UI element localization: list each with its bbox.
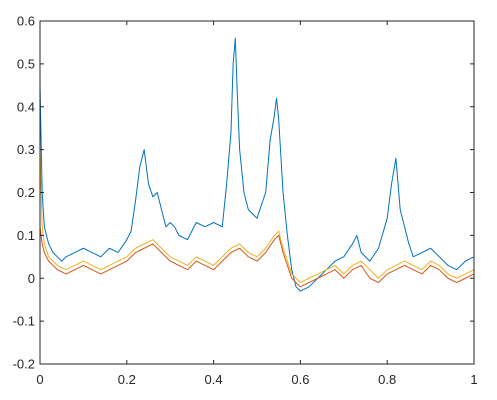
x-tick-label: 1 bbox=[470, 372, 477, 387]
plot-background bbox=[40, 21, 474, 364]
tick-layer: 0 0.2 0.4 0.6 0.8 1 -0.2 -0.1 0 0.1 0.2 0.3 0.4 0.5 0.… bbox=[13, 14, 478, 388]
x-tick-label: 0.6 bbox=[291, 372, 309, 387]
y-tick-label: -0.2 bbox=[13, 357, 35, 372]
x-tick-label: 0.4 bbox=[205, 372, 223, 387]
y-tick-label: -0.1 bbox=[13, 314, 35, 329]
x-tick-label: 0 bbox=[36, 372, 43, 387]
series-line-1 bbox=[39, 37, 475, 292]
y-tick-label: 0.4 bbox=[17, 99, 35, 114]
y-tick-label: 0 bbox=[28, 271, 35, 286]
y-tick-label: 0.1 bbox=[17, 228, 35, 243]
x-tick-label: 0.2 bbox=[118, 372, 136, 387]
y-tick-label: 0.2 bbox=[17, 185, 35, 200]
x-tick-label: 0.8 bbox=[378, 372, 396, 387]
y-tick-label: 0.5 bbox=[17, 56, 35, 71]
series-layer bbox=[39, 37, 475, 292]
y-tick-label: 0.6 bbox=[17, 14, 35, 29]
y-tick-label: 0.3 bbox=[17, 142, 35, 157]
series-line-3 bbox=[39, 149, 475, 284]
series-line-2 bbox=[39, 226, 475, 288]
